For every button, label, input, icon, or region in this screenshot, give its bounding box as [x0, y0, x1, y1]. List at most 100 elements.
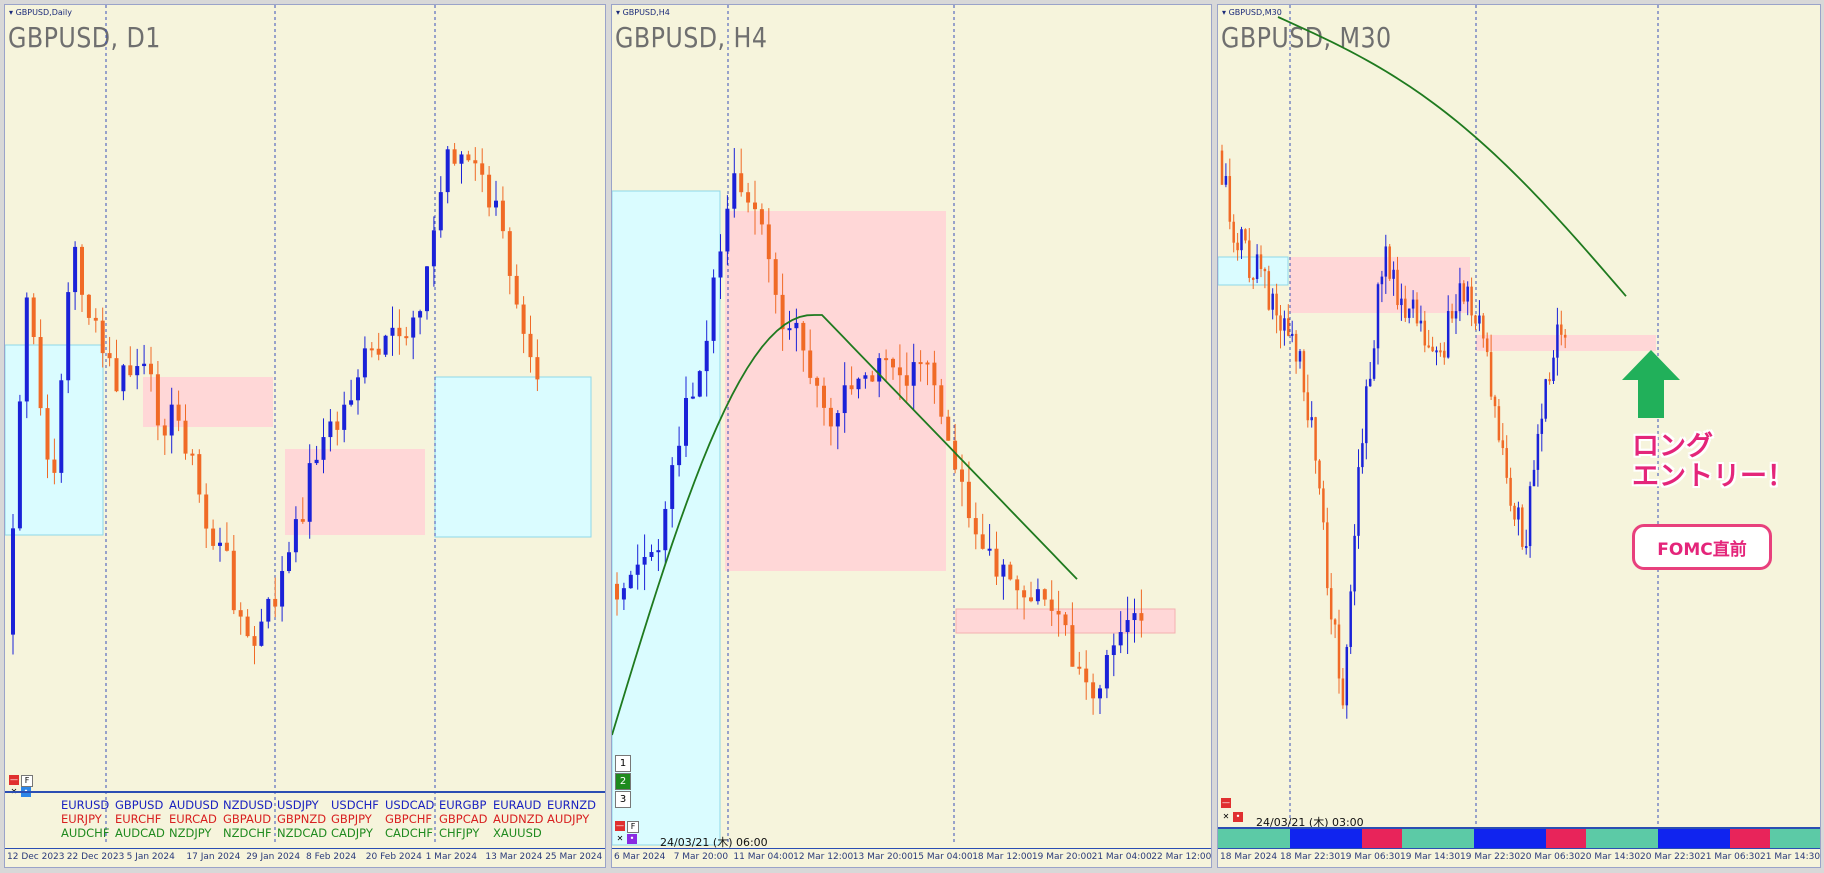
time-axis-label: 22 Dec 2023 — [66, 852, 125, 862]
f-button[interactable]: F — [627, 821, 639, 833]
currency-pair-link[interactable]: XAUUSD — [493, 826, 542, 840]
settings-icon[interactable]: • — [1233, 812, 1243, 822]
candle-body — [1070, 625, 1075, 667]
candle-body — [1345, 646, 1349, 706]
currency-pair-link[interactable]: USDCAD — [385, 798, 435, 812]
currency-pair-link[interactable]: EURGBP — [439, 798, 487, 812]
candle-body — [114, 358, 119, 392]
current-datetime: 24/03/21 (木) 03:00 — [1256, 816, 1364, 829]
candle-body — [1470, 286, 1473, 316]
candle-body — [438, 192, 443, 231]
window-title: ▾ GBPUSD,M30 — [1222, 8, 1282, 17]
candle-body — [877, 358, 882, 382]
currency-pair-link[interactable]: EURJPY — [61, 812, 102, 826]
currency-pair-link[interactable]: CADJPY — [331, 826, 373, 840]
chart-window-m30[interactable]: ▾ GBPUSD,M30 GBPUSD, M30 — ✕ • 24/03/21 … — [1217, 4, 1821, 868]
candle-body — [815, 377, 820, 386]
candle-body — [1333, 619, 1337, 625]
candle-body — [897, 367, 902, 376]
settings-icon[interactable]: • — [627, 834, 637, 844]
currency-pair-link[interactable]: AUDJPY — [547, 812, 590, 826]
currency-pair-link[interactable]: AUDCHF — [61, 826, 110, 840]
currency-pair-link[interactable]: USDJPY — [277, 798, 319, 812]
candle-body — [411, 317, 416, 338]
close-icon[interactable]: ✕ — [616, 834, 624, 843]
session-segment — [1362, 829, 1402, 849]
candle-body — [473, 160, 478, 164]
candle-body — [1322, 488, 1325, 523]
candle-body — [1458, 283, 1462, 312]
currency-pair-link[interactable]: GBPCHF — [385, 812, 433, 826]
candle-body — [642, 556, 647, 565]
zone-box-red — [725, 211, 946, 571]
chart-window-daily[interactable]: ▾ GBPUSD,Daily GBPUSD, D1 — F ✕ • EURUSD… — [4, 4, 606, 868]
candle-body — [911, 362, 916, 386]
timeframe-button-1[interactable]: 1 — [615, 755, 631, 772]
currency-pair-link[interactable]: CADCHF — [385, 826, 434, 840]
candle-body — [725, 208, 730, 252]
candle-body — [925, 362, 930, 365]
candle-body — [1376, 284, 1380, 349]
candle-body — [500, 200, 505, 232]
candle-body — [697, 371, 702, 397]
candle-body — [155, 374, 160, 426]
candle-body — [904, 375, 909, 386]
currency-pair-link[interactable]: NZDJPY — [169, 826, 212, 840]
candle-body — [259, 621, 264, 646]
candle-body — [38, 337, 43, 409]
currency-pair-link[interactable]: AUDNZD — [493, 812, 544, 826]
currency-pair-link[interactable]: CHFJPY — [439, 826, 480, 840]
currency-pair-link[interactable]: GBPNZD — [277, 812, 327, 826]
f-button[interactable]: F — [21, 775, 33, 787]
price-chart[interactable] — [612, 5, 1211, 867]
candle-body — [100, 320, 105, 354]
currency-pair-link[interactable]: GBPCAD — [439, 812, 488, 826]
candle-body — [690, 396, 695, 399]
candle-body — [1513, 505, 1516, 520]
currency-pair-link[interactable]: EURUSD — [61, 798, 110, 812]
candle-body — [1404, 298, 1407, 318]
currency-pair-link[interactable]: NZDUSD — [223, 798, 273, 812]
candle-body — [169, 404, 174, 436]
timeframe-button-2[interactable]: 2 — [615, 773, 631, 790]
candle-body — [1236, 242, 1239, 251]
session-segment — [1402, 829, 1474, 849]
currency-pair-link[interactable]: AUDCAD — [115, 826, 165, 840]
currency-pair-link[interactable]: USDCHF — [331, 798, 379, 812]
minimize-button[interactable]: — — [1221, 798, 1231, 808]
candle-body — [670, 465, 675, 509]
candle-body — [1139, 613, 1144, 621]
timeframe-button-3[interactable]: 3 — [615, 791, 631, 808]
currency-pair-link[interactable]: EURCAD — [169, 812, 217, 826]
candle-body — [280, 571, 285, 607]
candle-body — [1544, 379, 1547, 419]
currency-pair-link[interactable]: EURCHF — [115, 812, 162, 826]
time-axis-label: 7 Mar 20:00 — [673, 852, 729, 862]
symbol-title: GBPUSD, H4 — [615, 21, 768, 54]
candle-body — [1341, 678, 1345, 706]
candle-body — [1560, 324, 1563, 335]
window-title: ▾ GBPUSD,H4 — [616, 8, 670, 17]
currency-pair-link[interactable]: NZDCAD — [277, 826, 328, 840]
price-chart[interactable] — [5, 5, 605, 867]
currency-pair-link[interactable]: GBPAUD — [223, 812, 272, 826]
close-icon[interactable]: ✕ — [1222, 812, 1230, 821]
minimize-button[interactable]: — — [9, 775, 19, 785]
candle-body — [1118, 632, 1123, 646]
currency-pair-link[interactable]: NZDCHF — [223, 826, 272, 840]
currency-pair-link[interactable]: GBPJPY — [331, 812, 372, 826]
chart-window-h4[interactable]: ▾ GBPUSD,H4 GBPUSD, H4 1 2 3 — F ✕ • 24/… — [611, 4, 1212, 868]
price-chart[interactable] — [1218, 5, 1820, 867]
currency-pair-link[interactable]: EURAUD — [493, 798, 542, 812]
candle-body — [1388, 246, 1391, 279]
candle-body — [80, 246, 84, 295]
time-axis: 12 Dec 2023 22 Dec 2023 5 Jan 2024 17 Jan 2… — [5, 848, 605, 867]
minimize-button[interactable]: — — [615, 821, 625, 831]
currency-pair-link[interactable]: EURNZD — [547, 798, 597, 812]
candle-body — [307, 463, 312, 522]
candle-body — [628, 574, 633, 589]
candle-body — [953, 440, 958, 470]
currency-pair-link[interactable]: AUDUSD — [169, 798, 219, 812]
currency-pair-link[interactable]: GBPUSD — [115, 798, 164, 812]
candle-body — [197, 454, 202, 495]
